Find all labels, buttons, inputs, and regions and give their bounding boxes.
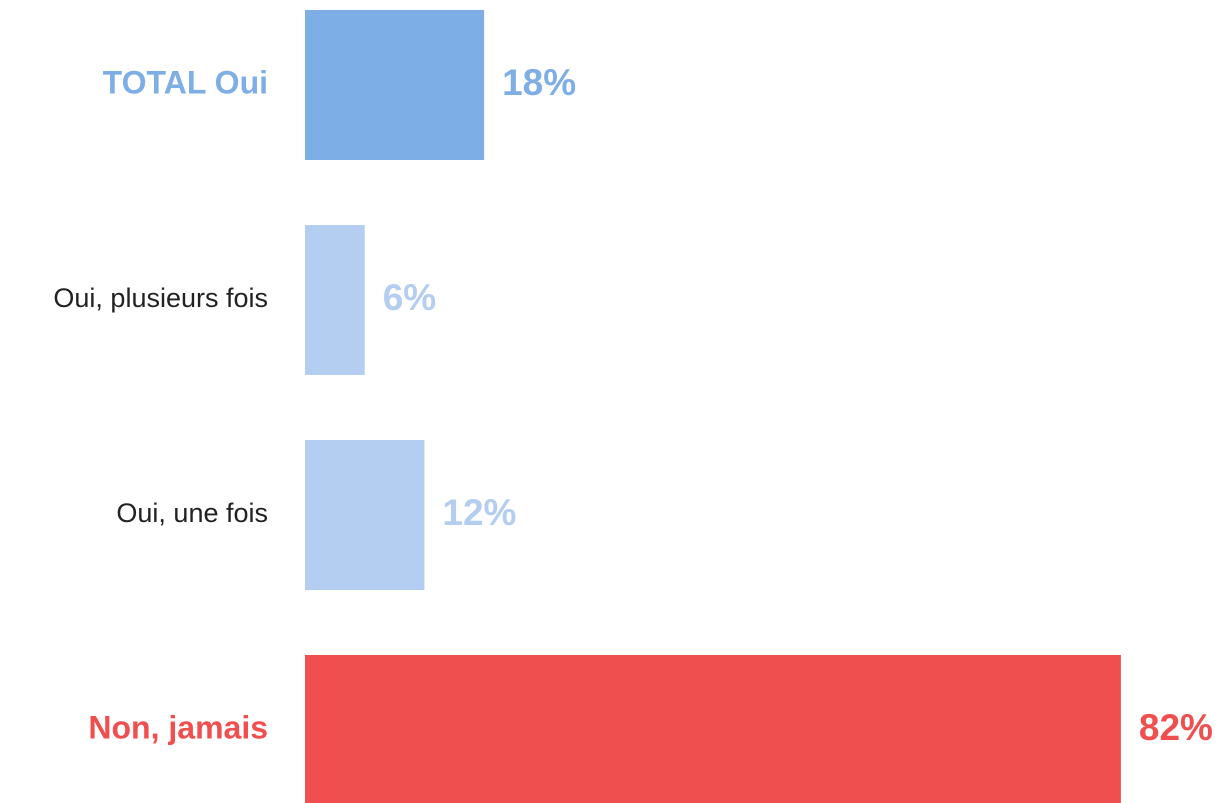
category-label: Non, jamais (88, 709, 268, 745)
value-label: 18% (502, 62, 576, 103)
value-label: 82% (1139, 707, 1213, 748)
bar (305, 655, 1121, 803)
bar (305, 10, 485, 160)
value-label: 12% (442, 492, 516, 533)
category-label: Oui, plusieurs fois (53, 283, 268, 313)
bar (305, 225, 365, 375)
category-label: TOTAL Oui (103, 64, 268, 100)
category-label: Oui, une fois (116, 498, 268, 528)
bar (305, 440, 425, 590)
value-label: 6% (383, 277, 436, 318)
